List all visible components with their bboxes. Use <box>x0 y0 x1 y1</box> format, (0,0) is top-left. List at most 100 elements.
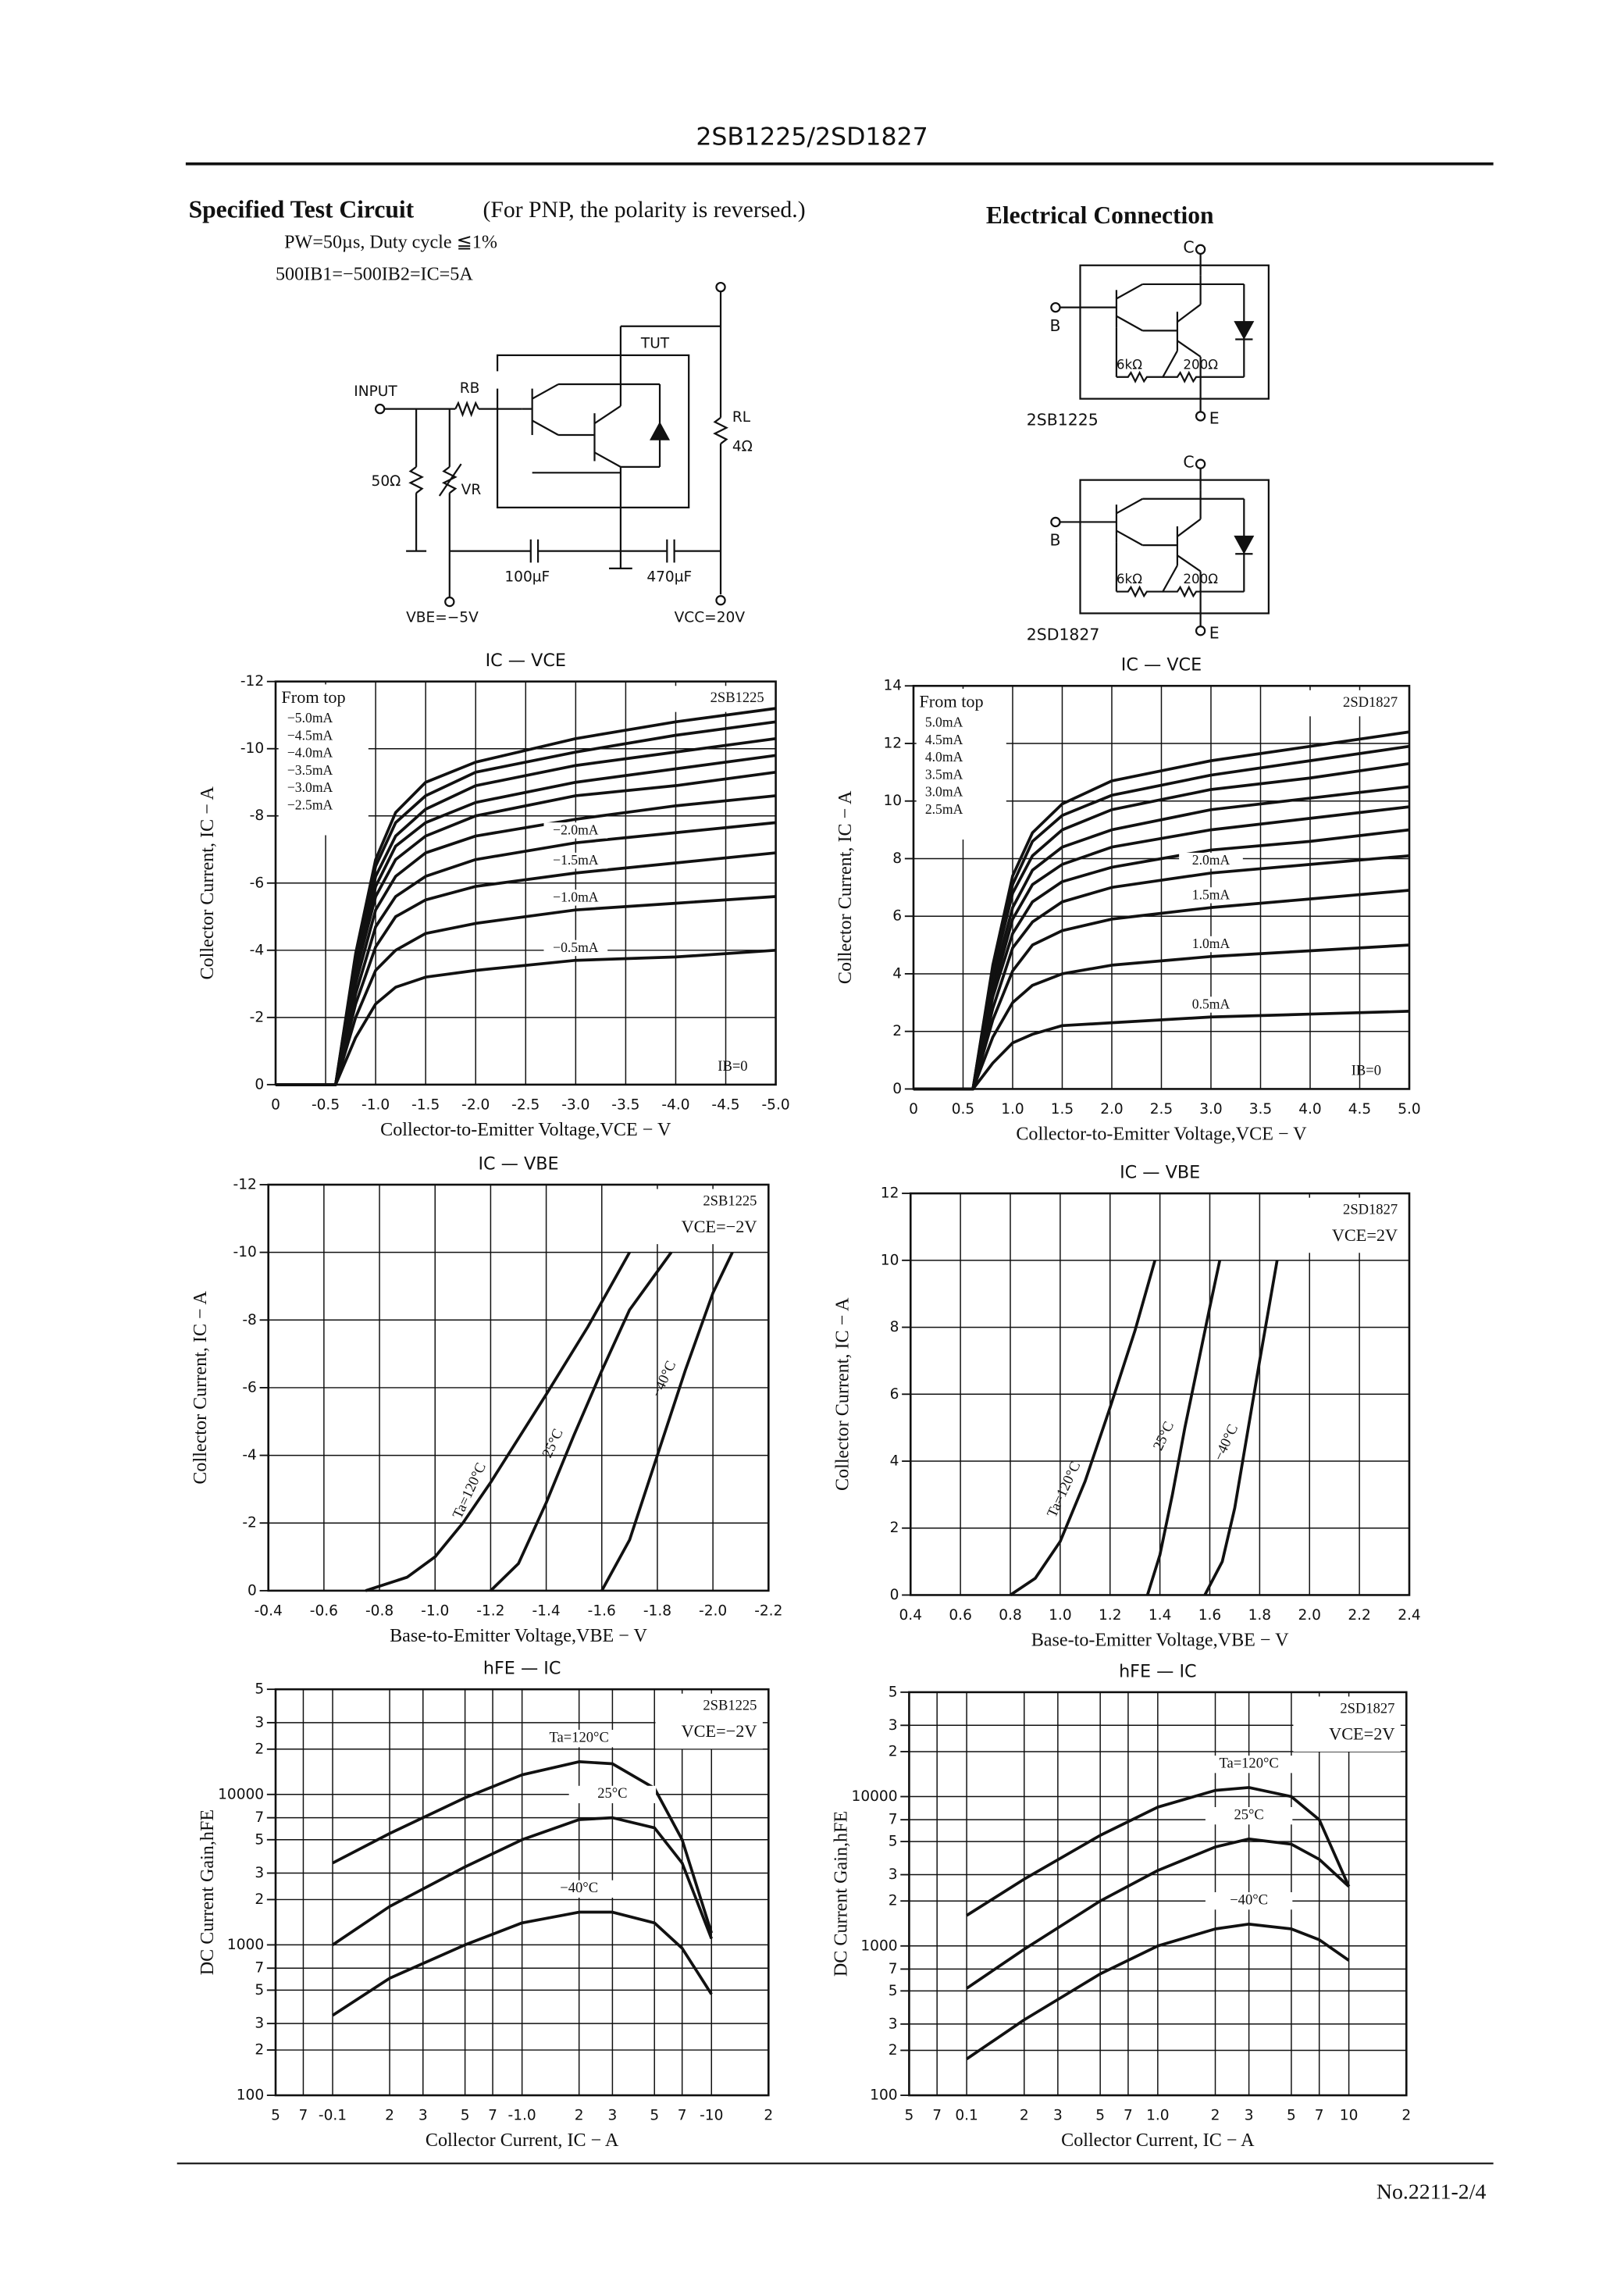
device-label: 2SB1225 <box>710 690 764 706</box>
legend-entry: −4.0mA <box>287 745 333 761</box>
series-label: −40°C <box>560 1880 598 1896</box>
x-tick-label: -1.0 <box>361 1096 390 1113</box>
y-tick-label: 7 <box>889 1961 898 1977</box>
y-tick-label: 2 <box>889 2042 898 2059</box>
y-tick-label: -10 <box>240 740 264 757</box>
device-label: 2SD1827 <box>1343 1202 1398 1218</box>
x-tick-label: 4.5 <box>1348 1101 1372 1118</box>
y-tick-label: 8 <box>892 850 902 867</box>
x-tick-label: 7 <box>299 2108 308 2124</box>
test-circuit <box>374 281 728 608</box>
curve <box>275 948 776 1086</box>
y-tick-label: -2 <box>250 1009 264 1025</box>
y-tick-label: 3 <box>255 2016 264 2032</box>
x-tick-label: -1.2 <box>476 1602 504 1619</box>
y-tick-label: -10 <box>233 1244 257 1260</box>
label-bg <box>1293 1696 1401 1752</box>
schematic-line <box>1195 411 1206 422</box>
curve <box>331 1816 713 1946</box>
curve <box>1145 1260 1222 1596</box>
label-bg <box>1296 690 1404 717</box>
schematic-line <box>1177 518 1202 537</box>
circuit-label: 470µF <box>646 569 692 585</box>
y-tick-label: 14 <box>884 678 903 694</box>
schematic-line <box>1050 301 1061 313</box>
legend-entry: 4.5mA <box>925 732 963 747</box>
circuit-label: VR <box>461 482 482 498</box>
y-tick-label: 0 <box>890 1587 899 1603</box>
x-tick-label: 2 <box>1401 2108 1411 2124</box>
circuit-label: TUT <box>640 336 670 352</box>
schematic-line <box>1195 626 1206 636</box>
circuit-label: RB <box>460 380 480 397</box>
x-tick-label: 7 <box>1315 2108 1324 2124</box>
x-tick-label: -5.0 <box>761 1096 789 1113</box>
x-tick-label: 1.0 <box>1049 1607 1072 1624</box>
x-tick-label: -1.4 <box>532 1602 560 1619</box>
x-tick-label: 1.0 <box>1146 2108 1170 2124</box>
series-label: Ta=120°C <box>550 1729 609 1745</box>
y-tick-label: -6 <box>242 1379 257 1396</box>
legend-title: From top <box>919 692 983 711</box>
label-bg <box>1205 1807 1293 1825</box>
schematic-line <box>1234 535 1255 554</box>
x-tick-label: -0.5 <box>312 1096 340 1113</box>
series-label: 25°C <box>1234 1806 1263 1823</box>
x-tick-label: -1.6 <box>588 1602 616 1619</box>
y-tick-label: 3 <box>889 2016 898 2032</box>
y-tick-label: 10 <box>881 1252 899 1268</box>
x-tick-label: 7 <box>678 2108 687 2124</box>
x-tick-label: -2.2 <box>754 1602 782 1619</box>
y-tick-label: 100 <box>237 2087 264 2104</box>
y-tick-label: 5 <box>889 1983 898 1999</box>
x-tick-label: -2.0 <box>699 1602 727 1619</box>
y-tick-label: -12 <box>240 673 264 690</box>
curve <box>913 854 1410 1091</box>
schematic-line <box>1050 516 1061 528</box>
curve <box>332 1760 714 1934</box>
device-label: 2SB1225 <box>703 1193 757 1210</box>
legend-bg <box>916 688 1006 840</box>
label-bg <box>1296 1197 1404 1253</box>
x-tick-label: -1.8 <box>643 1602 671 1619</box>
x-tick-label: 5 <box>271 2108 280 2124</box>
x-tick-label: 2.4 <box>1398 1607 1421 1624</box>
y-tick-label: 10000 <box>852 1788 898 1805</box>
test-circuit-part <box>408 465 425 494</box>
x-tick-label: 3 <box>1053 2108 1063 2124</box>
connection-label: C <box>1183 238 1194 257</box>
x-tick-label: 0.5 <box>952 1101 975 1118</box>
curve <box>1203 1260 1279 1596</box>
series-label: −0.5mA <box>553 939 599 955</box>
x-tick-label: -0.4 <box>255 1602 283 1619</box>
connection-label: C <box>1183 452 1194 471</box>
y-tick-label: -6 <box>250 875 264 891</box>
x-tick-label: 1.8 <box>1248 1607 1272 1624</box>
x-axis-label: Collector-to-Emitter Voltage,VCE − V <box>380 1119 671 1140</box>
x-tick-label: -3.0 <box>561 1096 589 1113</box>
series-label: −40°C <box>649 1358 680 1399</box>
x-tick-label: 2.2 <box>1348 1607 1371 1624</box>
chart-title: IC — VCE <box>486 651 566 671</box>
x-tick-label: 2 <box>1211 2108 1220 2124</box>
x-tick-label: -2.5 <box>511 1096 540 1113</box>
x-tick-label: 2 <box>575 2108 584 2124</box>
schematic-line <box>1116 350 1178 383</box>
label-bg <box>543 822 608 839</box>
x-tick-label: -1.0 <box>421 1602 449 1619</box>
chart-title: hFE — IC <box>1119 1661 1197 1681</box>
label-bg <box>535 1730 623 1748</box>
condition-label: VCE=2V <box>1329 1724 1394 1744</box>
label-bg <box>535 1880 623 1898</box>
legend-bg <box>278 684 369 836</box>
y-axis-label: Collector Current, IC − A <box>835 790 856 984</box>
series-label: 2.0mA <box>1192 852 1230 868</box>
y-tick-label: 7 <box>255 1960 264 1977</box>
y-tick-label: 100 <box>870 2087 897 2104</box>
y-tick-label: -4 <box>242 1447 257 1463</box>
x-tick-label: 5 <box>904 2108 914 2124</box>
x-tick-label: -3.5 <box>611 1096 639 1113</box>
legend-title: From top <box>281 687 345 707</box>
test-circuit-part <box>454 401 479 418</box>
